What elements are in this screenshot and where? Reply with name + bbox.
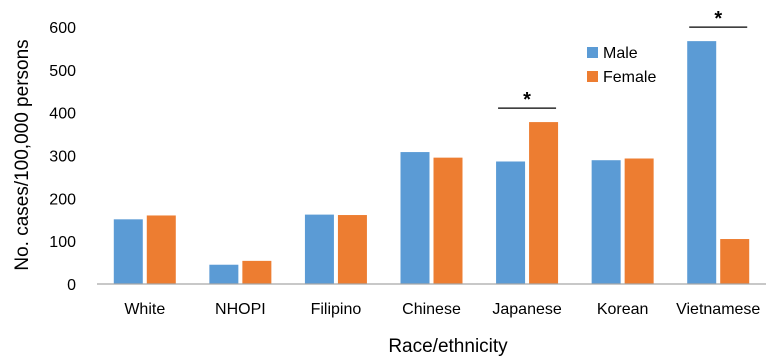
significance-star: *	[523, 89, 531, 111]
significance-star: *	[714, 8, 722, 30]
x-tick-label: Korean	[597, 301, 649, 318]
x-tick-label: NHOPI	[215, 301, 266, 318]
bar-male-japanese	[496, 161, 526, 284]
x-tick-label: Chinese	[402, 301, 461, 318]
bar-female-japanese	[529, 122, 559, 284]
y-tick-label: 600	[49, 20, 76, 37]
legend-label-female: Female	[603, 69, 656, 86]
significance-markers: **	[498, 8, 748, 111]
bar-male-nhopi	[209, 264, 239, 284]
bar-male-korean	[591, 160, 621, 284]
bar-male-white	[113, 219, 143, 284]
y-tick-label: 200	[49, 191, 76, 208]
bar-male-filipino	[304, 214, 334, 284]
x-tick-label: White	[124, 301, 165, 318]
y-axis-title: No. cases/100,000 persons	[12, 39, 33, 270]
x-tick-label: Vietnamese	[676, 301, 760, 318]
legend-swatch-male	[587, 47, 598, 58]
bars	[113, 41, 750, 285]
y-tick-label: 400	[49, 106, 76, 123]
bar-female-korean	[624, 158, 654, 284]
bar-male-chinese	[400, 152, 430, 284]
bar-female-nhopi	[242, 260, 272, 284]
legend: Male Female	[587, 45, 656, 86]
legend-label-male: Male	[603, 45, 638, 62]
x-tick-label: Japanese	[492, 301, 561, 318]
bar-female-filipino	[337, 215, 367, 284]
x-tick-label: Filipino	[311, 301, 362, 318]
bar-female-chinese	[433, 157, 463, 284]
y-tick-label: 500	[49, 63, 76, 80]
x-axis-title: Race/ethnicity	[388, 336, 508, 357]
y-tick-label: 300	[49, 149, 76, 166]
legend-swatch-female	[587, 71, 598, 82]
x-axis: White NHOPI Filipino Chinese Japanese Korean V…	[124, 301, 760, 318]
bar-female-white	[146, 215, 176, 284]
bar-male-vietnamese	[687, 41, 717, 285]
y-axis: 0 100 200 300 400 500 600	[49, 20, 76, 294]
y-tick-label: 0	[67, 277, 76, 294]
bar-female-vietnamese	[720, 239, 750, 284]
y-tick-label: 100	[49, 234, 76, 251]
